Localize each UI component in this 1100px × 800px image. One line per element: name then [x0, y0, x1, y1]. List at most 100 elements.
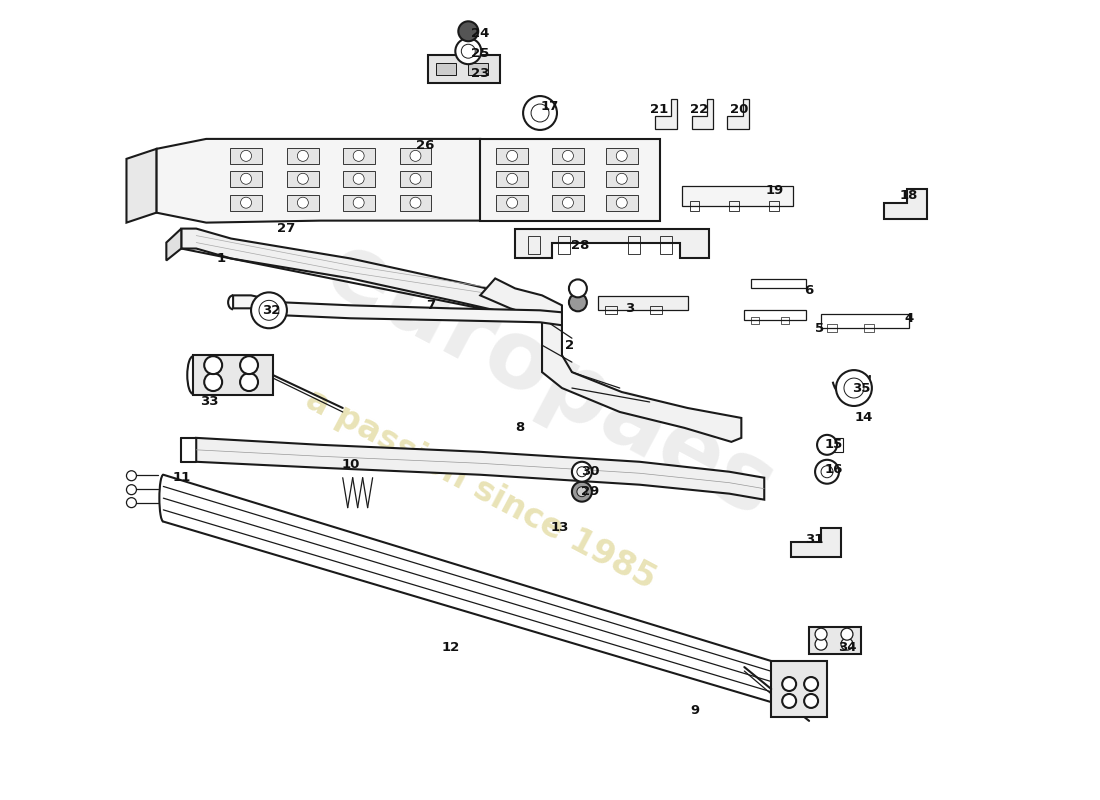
Text: 20: 20 [730, 102, 748, 115]
Circle shape [569, 279, 587, 298]
Bar [437, 63, 456, 75]
Text: 26: 26 [416, 139, 434, 152]
Circle shape [844, 378, 864, 398]
Text: 10: 10 [341, 458, 360, 471]
Text: 13: 13 [551, 521, 569, 534]
Circle shape [126, 485, 136, 494]
Text: 2: 2 [565, 338, 574, 352]
Text: 34: 34 [838, 641, 856, 654]
Bar [820, 438, 843, 452]
Text: 5: 5 [814, 322, 824, 334]
Circle shape [410, 198, 421, 208]
Text: 14: 14 [855, 411, 873, 425]
Bar [343, 170, 375, 186]
Polygon shape [515, 229, 710, 258]
Text: 15: 15 [825, 438, 843, 451]
Bar [605, 306, 617, 314]
Bar [729, 201, 739, 210]
Circle shape [507, 150, 518, 162]
Polygon shape [481, 139, 660, 221]
Bar [769, 201, 779, 210]
Text: 18: 18 [900, 190, 917, 202]
Text: 35: 35 [851, 382, 870, 394]
Bar [287, 148, 319, 164]
Text: 32: 32 [262, 304, 280, 317]
Circle shape [562, 174, 573, 184]
Circle shape [836, 370, 872, 406]
Bar [496, 170, 528, 186]
Bar [343, 148, 375, 164]
Circle shape [804, 694, 818, 708]
Bar [597, 296, 688, 310]
Text: 4: 4 [904, 312, 913, 325]
Circle shape [815, 628, 827, 640]
Text: 11: 11 [173, 471, 190, 484]
Bar [496, 194, 528, 210]
Bar [606, 148, 638, 164]
Circle shape [616, 174, 627, 184]
Polygon shape [166, 229, 182, 261]
Circle shape [241, 174, 252, 184]
Text: 27: 27 [277, 222, 295, 235]
Text: 22: 22 [691, 102, 708, 115]
Bar [230, 148, 262, 164]
Circle shape [562, 198, 573, 208]
Circle shape [562, 150, 573, 162]
Text: 12: 12 [441, 641, 460, 654]
Text: a passion since 1985: a passion since 1985 [299, 383, 661, 596]
Text: europaes: europaes [310, 223, 790, 537]
Bar [469, 63, 488, 75]
Text: 16: 16 [825, 463, 844, 476]
Text: 28: 28 [571, 239, 590, 252]
Circle shape [461, 44, 475, 58]
Polygon shape [654, 99, 676, 129]
Polygon shape [791, 527, 842, 558]
Bar [827, 324, 837, 332]
Text: 31: 31 [805, 533, 823, 546]
Circle shape [297, 150, 308, 162]
Bar [496, 148, 528, 164]
Circle shape [241, 198, 252, 208]
Polygon shape [196, 438, 764, 500]
Bar [751, 318, 759, 324]
Bar [230, 194, 262, 210]
Circle shape [455, 38, 481, 64]
Circle shape [507, 198, 518, 208]
Bar [781, 318, 789, 324]
Bar [606, 170, 638, 186]
Circle shape [817, 435, 837, 455]
Bar [864, 324, 873, 332]
Circle shape [815, 638, 827, 650]
Bar [399, 148, 431, 164]
Text: 17: 17 [541, 99, 559, 113]
Bar [650, 306, 661, 314]
Bar [399, 194, 431, 210]
Bar [552, 194, 584, 210]
Polygon shape [883, 189, 926, 218]
Circle shape [459, 22, 478, 42]
Circle shape [572, 462, 592, 482]
Text: 19: 19 [766, 184, 783, 198]
Circle shape [616, 150, 627, 162]
Circle shape [842, 628, 852, 640]
Circle shape [531, 104, 549, 122]
Bar [606, 194, 638, 210]
Circle shape [782, 677, 796, 691]
Text: 30: 30 [581, 466, 600, 478]
Circle shape [821, 466, 833, 478]
Circle shape [240, 373, 258, 391]
Circle shape [258, 300, 279, 320]
Circle shape [240, 356, 258, 374]
Circle shape [572, 482, 592, 502]
Circle shape [251, 292, 287, 328]
Bar [751, 279, 806, 288]
Circle shape [815, 460, 839, 484]
Bar [660, 235, 672, 254]
Circle shape [804, 677, 818, 691]
Polygon shape [182, 229, 530, 318]
Text: 6: 6 [804, 284, 814, 297]
Bar [399, 170, 431, 186]
Bar [552, 170, 584, 186]
Circle shape [524, 96, 557, 130]
Bar [287, 170, 319, 186]
